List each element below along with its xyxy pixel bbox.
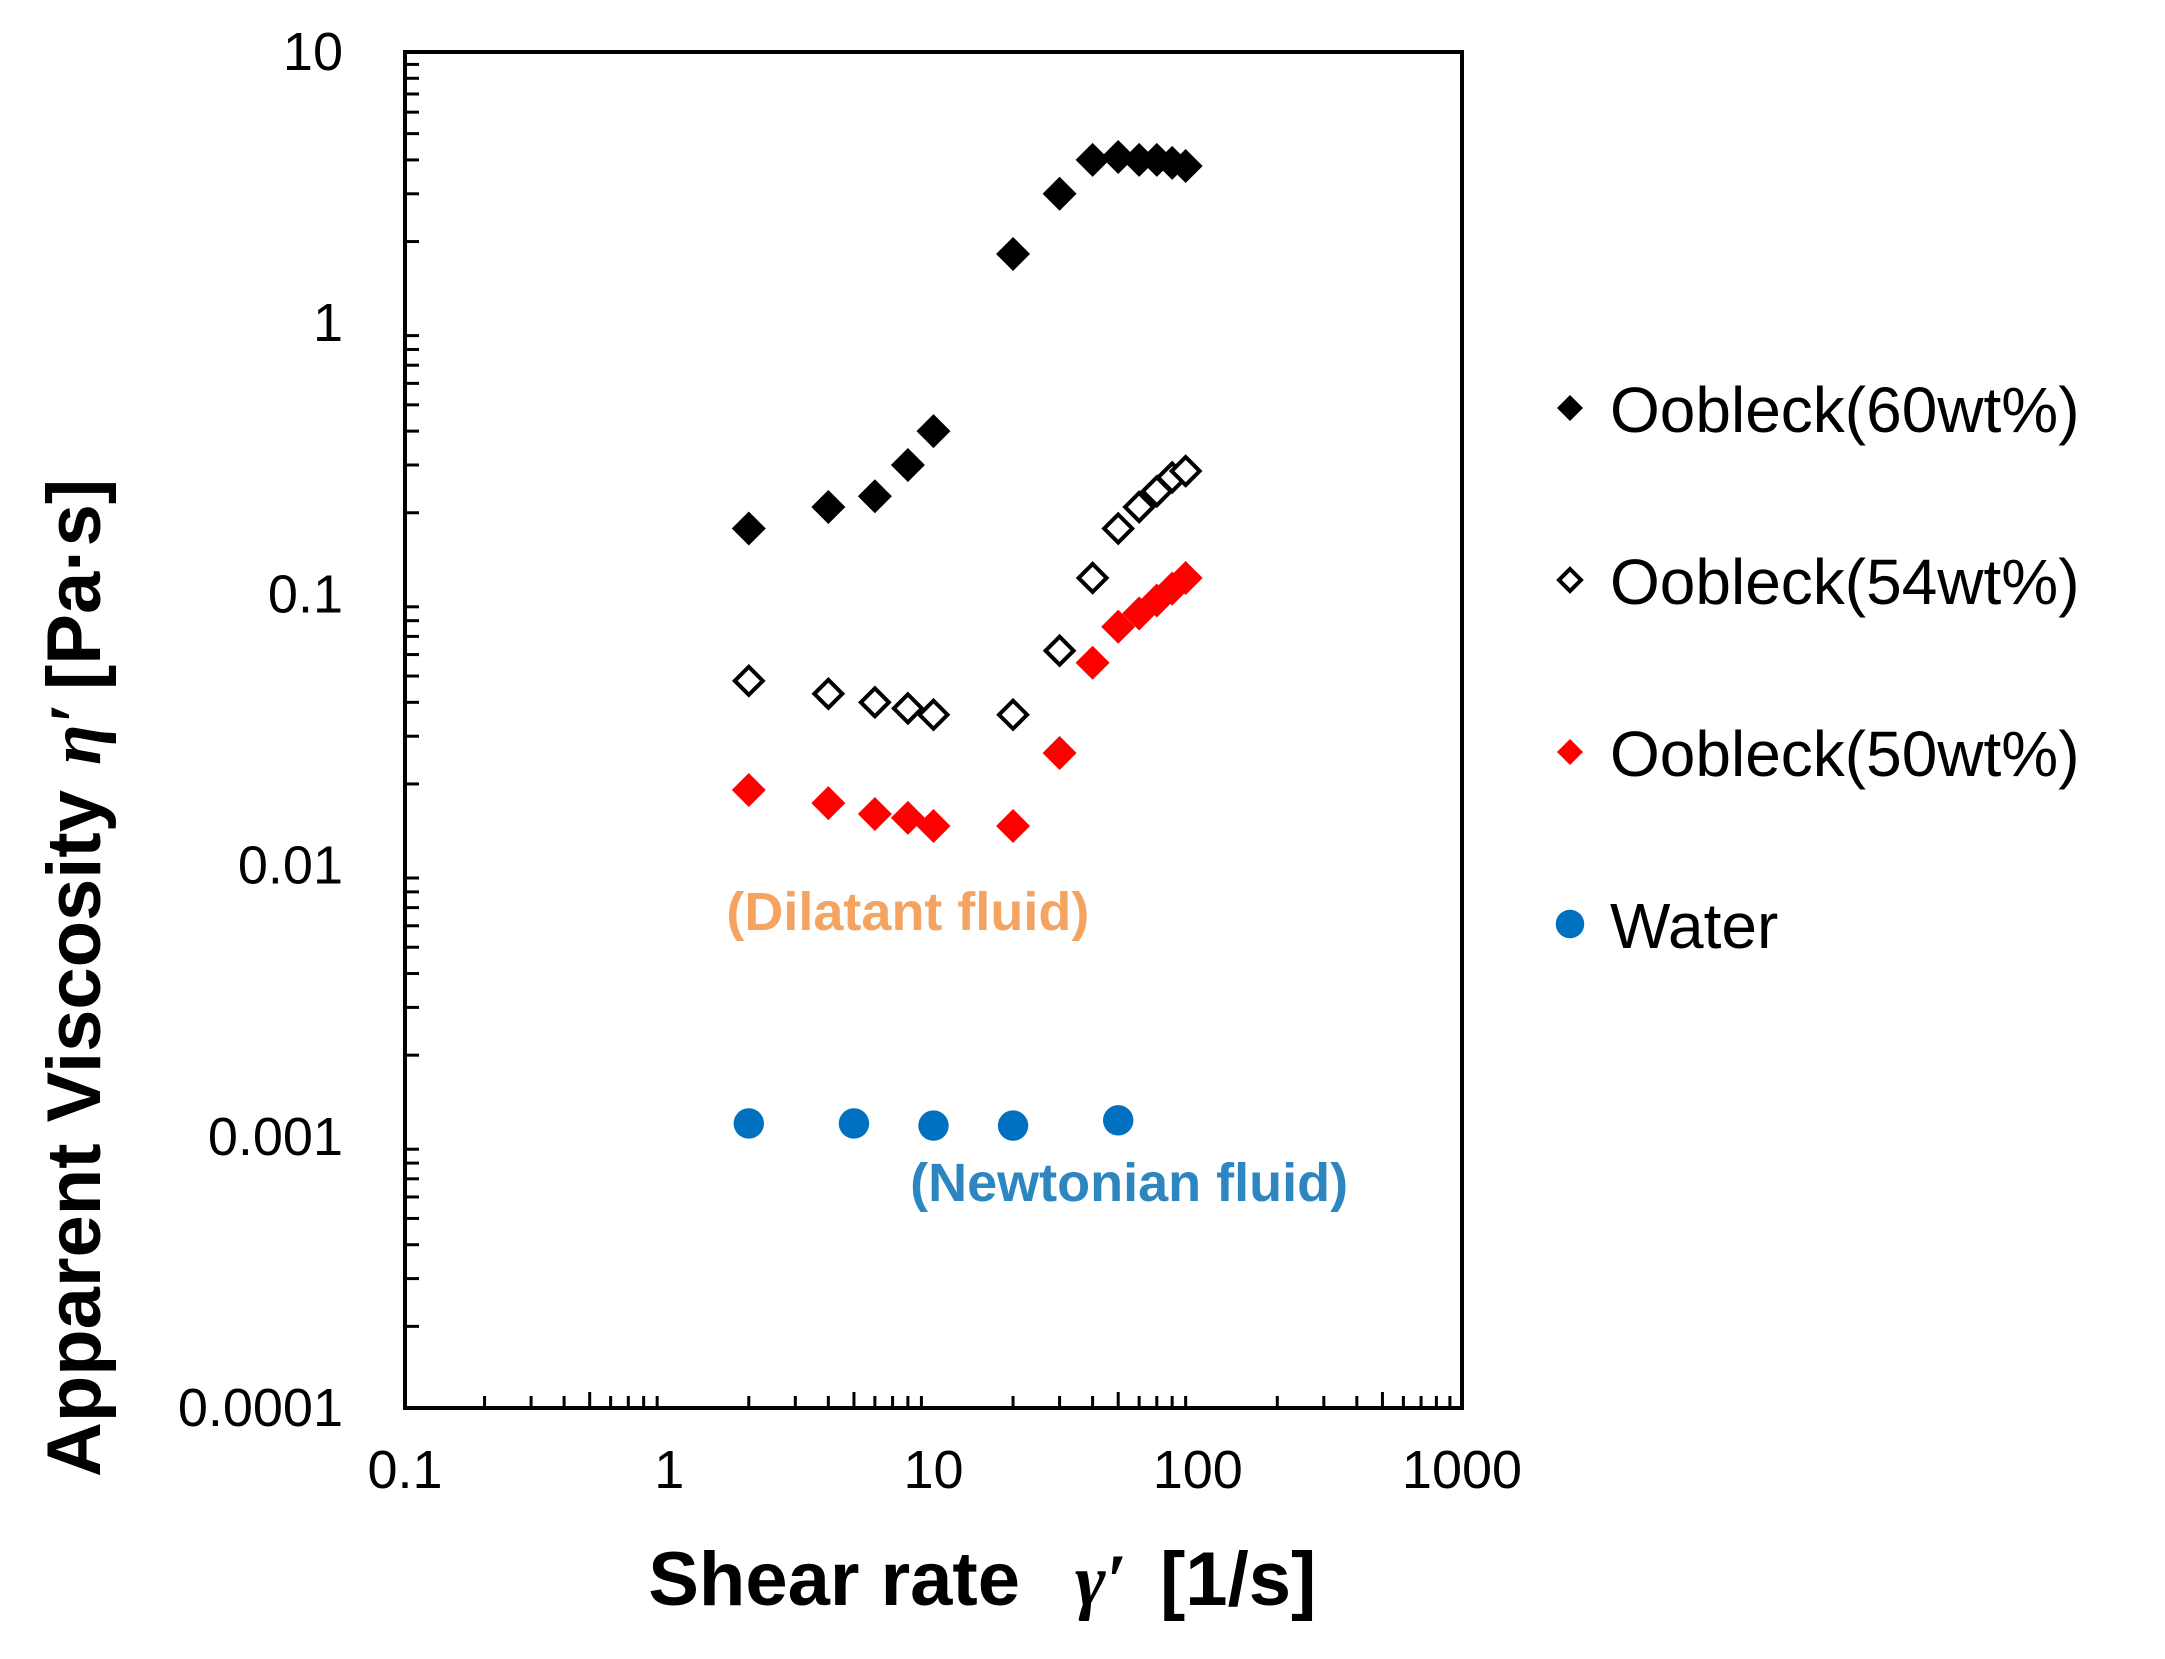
data-point	[1103, 1105, 1134, 1136]
data-point	[731, 511, 766, 546]
series-0	[731, 140, 1203, 546]
data-point	[731, 664, 766, 698]
data-point	[731, 773, 766, 808]
legend-item: Oobleck(60wt%)	[1557, 374, 2080, 446]
data-point	[1075, 645, 1110, 680]
data-point	[811, 490, 846, 525]
data-point	[1122, 142, 1157, 177]
data-point	[1042, 633, 1077, 668]
data-point	[857, 796, 892, 831]
legend-marker	[1557, 739, 1583, 765]
y-minor-ticks	[405, 62, 419, 1328]
data-point	[918, 1110, 949, 1141]
x-axis-unit: [1/s]	[1160, 1537, 1316, 1622]
legend-item: Oobleck(50wt%)	[1557, 718, 2080, 790]
y-axis-title-group: Apparent Viscosity η′ [Pa·s]	[32, 479, 117, 1477]
data-point	[858, 685, 892, 720]
data-point	[838, 1108, 870, 1139]
legend-label: Water	[1610, 890, 1778, 962]
series-layer	[731, 140, 1203, 1141]
y-tick-label: 0.01	[238, 836, 343, 896]
legend-label: Oobleck(60wt%)	[1610, 374, 2080, 446]
data-point	[1101, 609, 1136, 644]
y-tick-label: 0.1	[268, 564, 343, 624]
data-point	[1075, 561, 1110, 595]
x-tick-labels: 0.1 1 10 100 1000	[367, 1440, 1522, 1500]
annotation: (Dilatant fluid)	[726, 882, 1089, 942]
annotation: (Newtonian fluid)	[910, 1153, 1348, 1213]
x-tick-label: 0.1	[367, 1440, 442, 1500]
data-point	[1101, 140, 1136, 175]
data-point	[996, 236, 1031, 271]
data-point	[733, 1108, 764, 1139]
legend-label: Oobleck(50wt%)	[1610, 718, 2080, 790]
data-point	[891, 691, 925, 726]
x-tick-label: 10	[903, 1440, 963, 1500]
data-point	[996, 697, 1030, 732]
plot-area: 0.1 1 10 100 1000 0.0001 0.001 0.01 0.1 1 10 (Dil…	[178, 22, 1522, 1500]
legend-label: Oobleck(54wt%)	[1610, 546, 2080, 618]
y-axis-title: Apparent Viscosity	[32, 790, 117, 1477]
legend-marker	[1555, 909, 1585, 939]
data-point	[1075, 142, 1110, 177]
data-point	[1042, 176, 1077, 211]
data-point	[1101, 511, 1136, 546]
data-point	[811, 676, 846, 711]
x-axis-title: Shear rate	[648, 1537, 1020, 1622]
data-point	[1042, 736, 1077, 771]
y-tick-labels: 0.0001 0.001 0.01 0.1 1 10	[178, 22, 343, 1438]
data-point	[811, 786, 846, 821]
series-2	[731, 560, 1203, 843]
x-minor-ticks	[483, 1392, 1452, 1408]
legend-marker	[1556, 566, 1584, 594]
data-point	[1168, 454, 1203, 488]
data-point	[1122, 490, 1156, 524]
y-axis-symbol: η′	[35, 704, 117, 765]
data-point	[916, 697, 951, 732]
x-axis-symbol: γ′	[1075, 1540, 1127, 1622]
legend-marker	[1557, 395, 1583, 421]
y-axis-unit: [Pa·s]	[32, 479, 117, 690]
series-1	[731, 454, 1203, 732]
y-tick-label: 10	[283, 22, 343, 82]
data-point	[890, 448, 925, 483]
y-tick-label: 0.0001	[178, 1378, 343, 1438]
data-point	[1168, 148, 1203, 183]
x-tick-label: 1	[654, 1440, 684, 1500]
data-point	[916, 808, 951, 843]
legend-item: Water	[1555, 890, 1778, 962]
annotation-layer: (Dilatant fluid) (Newtonian fluid)	[726, 882, 1348, 1213]
legend: Oobleck(60wt%) Oobleck(54wt%) Oobleck(50wt…	[1555, 374, 2080, 962]
data-point	[997, 1110, 1029, 1141]
y-tick-label: 0.001	[208, 1107, 343, 1167]
x-tick-label: 1000	[1402, 1440, 1522, 1500]
y-tick-label: 1	[313, 293, 343, 353]
legend-item: Oobleck(54wt%)	[1556, 546, 2080, 618]
data-point	[1168, 560, 1203, 595]
data-point	[890, 800, 925, 835]
data-point	[916, 414, 951, 449]
x-tick-label: 100	[1153, 1440, 1243, 1500]
data-point	[857, 479, 892, 514]
data-point	[996, 808, 1031, 843]
series-3	[733, 1105, 1134, 1141]
